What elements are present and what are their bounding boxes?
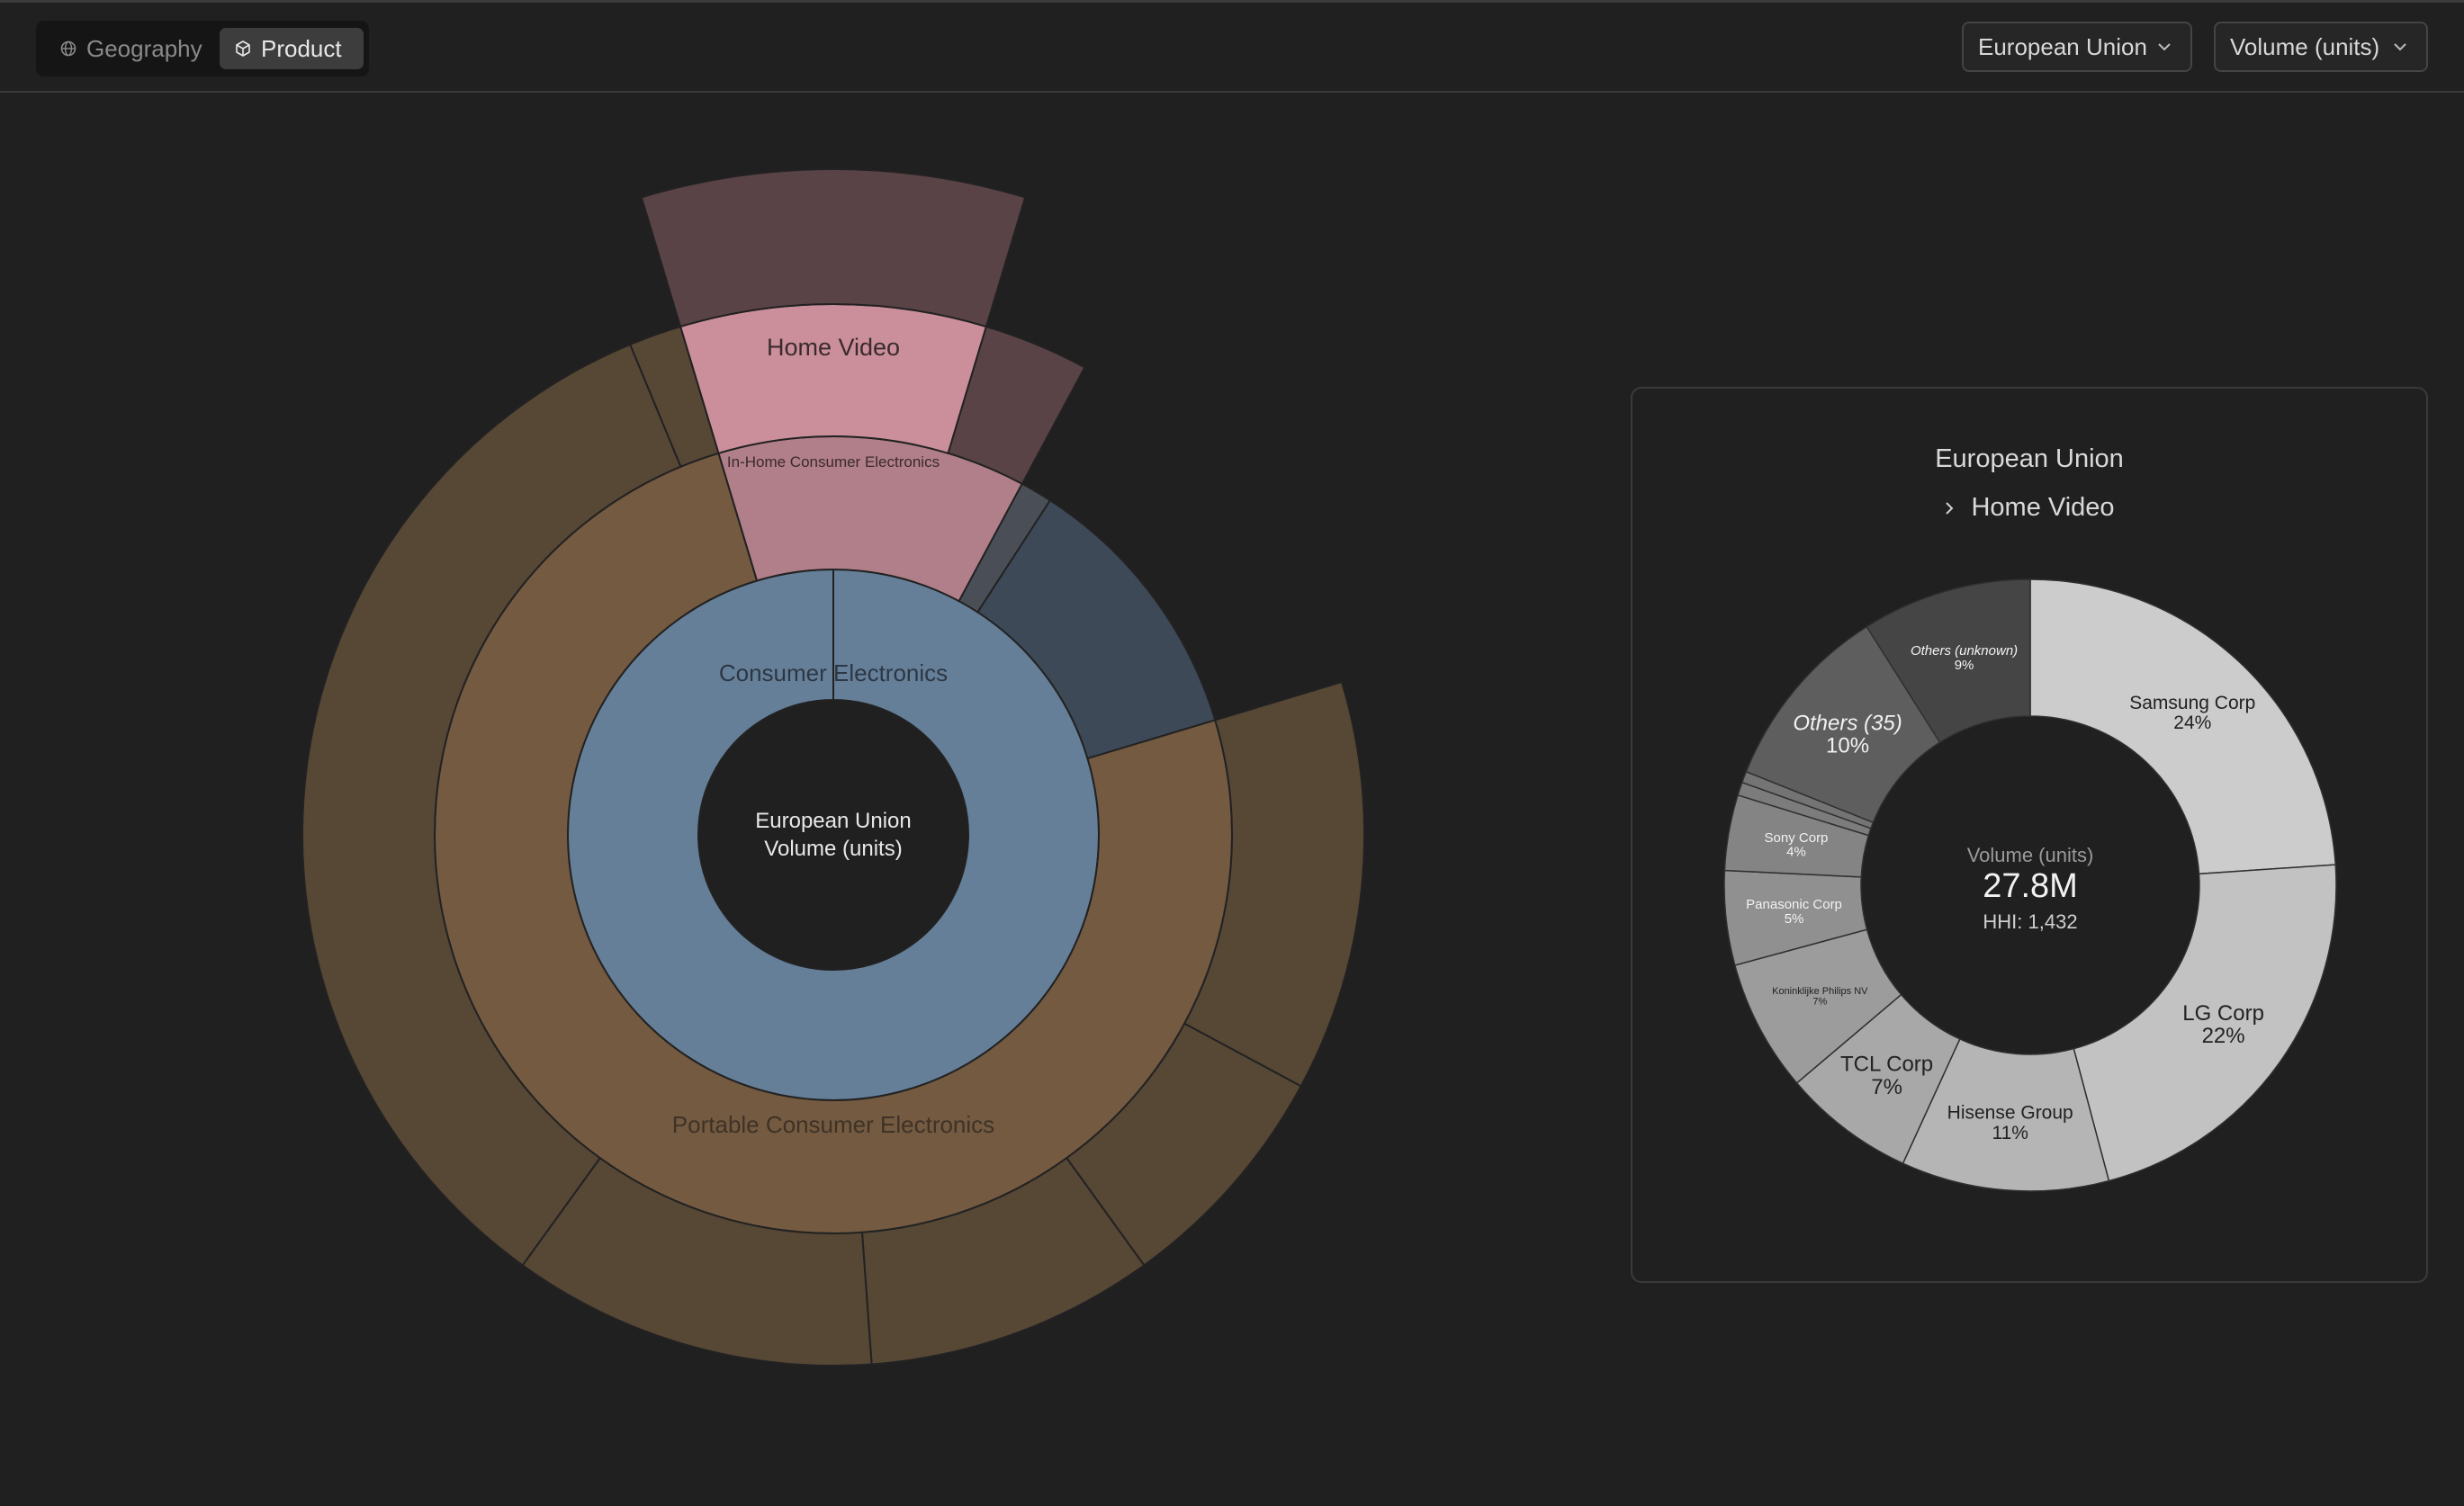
donut-label-pct: 24% <box>2173 713 2211 733</box>
donut-label-name: Panasonic Corp <box>1746 897 1842 912</box>
panel-breadcrumb-label: Home Video <box>1971 493 2115 522</box>
tab-geography[interactable]: Geography <box>45 28 238 69</box>
sunburst-label-portable: Portable Consumer Electronics <box>672 1111 994 1138</box>
window-top-border <box>0 0 2464 3</box>
donut-label-name: Samsung Corp <box>2129 693 2255 713</box>
donut-label-pct: 7% <box>1871 1075 1902 1099</box>
donut-label-name: Others (unknown) <box>1911 643 2018 659</box>
donut-label-name: Hisense Group <box>1947 1103 2073 1124</box>
sunburst-label-consumer: Consumer Electronics <box>719 659 948 686</box>
donut-label-pct: 11% <box>1992 1123 2028 1143</box>
donut-slice-others-unknown[interactable] <box>1866 578 2031 744</box>
chevron-down-icon <box>2394 43 2406 51</box>
globe-icon <box>60 40 76 57</box>
donut-center-metric: Volume (units) <box>1967 844 2094 866</box>
sunburst-label-homevideo: Home Video <box>767 334 900 361</box>
donut-slice-lg-corp[interactable] <box>2073 864 2337 1182</box>
donut-slice-samsung-corp[interactable] <box>2029 578 2337 875</box>
donut-label-pct: 7% <box>1812 997 1827 1008</box>
view-segmented-control: Geography Product <box>36 21 369 76</box>
region-select[interactable]: European Union <box>1962 22 2192 72</box>
donut-label-pct: 5% <box>1785 911 1804 927</box>
metric-select-value: Volume (units) <box>2230 32 2380 60</box>
tab-geography-label: Geography <box>86 34 202 62</box>
donut-label-name: TCL Corp <box>1840 1053 1933 1077</box>
donut-label-pct: 10% <box>1826 734 1869 758</box>
sunburst-center-metric: Volume (units) <box>764 837 902 861</box>
sunburst-segment-p5[interactable] <box>301 343 682 1267</box>
region-select-value: European Union <box>1978 32 2147 60</box>
sunburst-segment-inhome_rest[interactable] <box>947 325 1086 486</box>
donut-center-hhi: HHI: 1,432 <box>1983 910 2077 933</box>
tab-product-label: Product <box>261 34 342 62</box>
donut-label-name: Koninklijke Philips NV <box>1772 986 1868 997</box>
metric-select[interactable]: Volume (units) <box>2214 22 2428 72</box>
donut-label-name: Sony Corp <box>1765 830 1829 846</box>
sunburst-center-region: European Union <box>755 809 911 833</box>
tab-product[interactable]: Product <box>220 28 364 69</box>
donut-label-pct: 4% <box>1786 845 1806 860</box>
donut-label-pct: 22% <box>2202 1024 2245 1048</box>
chevron-right-icon <box>1946 501 1954 515</box>
toolbar: Geography Product European Union Volume … <box>0 3 2464 93</box>
donut-label-name: Others (35) <box>1793 711 1902 735</box>
sunburst-segment-homevideo[interactable] <box>679 302 988 455</box>
sunburst-segment-consumer[interactable] <box>567 568 1100 1101</box>
donut-label-name: LG Corp <box>2182 1001 2264 1026</box>
donut-label-pct: 9% <box>1955 658 1974 673</box>
panel-title: European Union <box>1935 444 2124 473</box>
chevron-down-icon <box>2158 43 2171 51</box>
panel-breadcrumb: Home Video <box>1632 493 2426 523</box>
cube-icon <box>236 40 250 57</box>
donut-center-total: 27.8M <box>1983 867 2078 905</box>
sunburst-segment-p6[interactable] <box>628 325 720 469</box>
sunburst-segment-televisions[interactable] <box>640 168 1027 328</box>
product-sunburst-chart: Consumer Electronics In-Home Consumer Ele… <box>301 168 1365 1367</box>
share-breakdown-panel: European Union Home Video Samsung Corp 24… <box>1631 387 2428 1283</box>
sunburst-label-inhome: In-Home Consumer Electronics <box>727 453 940 471</box>
